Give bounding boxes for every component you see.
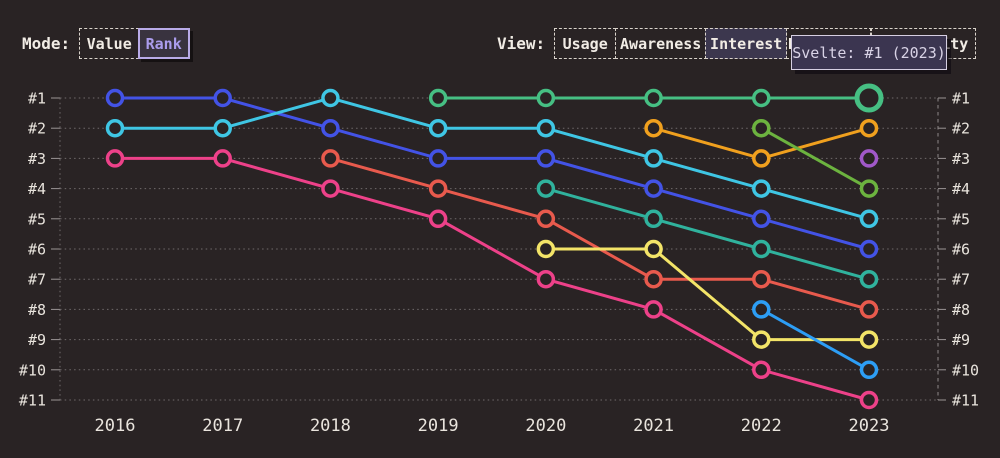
- rank-label-right: #1: [952, 90, 970, 108]
- series-pink-point-2018[interactable]: [321, 179, 340, 198]
- rank-label-right: #3: [952, 150, 970, 168]
- mode-label: Mode:: [22, 34, 71, 53]
- series-orange-point-2022[interactable]: [752, 149, 771, 168]
- rank-label-right: #7: [952, 271, 970, 289]
- rank-label-left: #6: [28, 241, 46, 259]
- rank-label-left: #7: [28, 271, 46, 289]
- view-interest-button[interactable]: Interest: [705, 28, 788, 59]
- chart-tooltip: Svelte: #1 (2023): [791, 35, 947, 70]
- series-cyan-point-2018[interactable]: [321, 88, 340, 108]
- mode-rank-button[interactable]: Rank: [137, 28, 190, 59]
- series-salmon-point-2023[interactable]: [859, 300, 879, 319]
- year-label: 2020: [525, 416, 566, 436]
- series-blue-line: [115, 96, 870, 251]
- rank-label-right: #10: [952, 361, 979, 379]
- rank-label-right: #5: [952, 210, 970, 228]
- series-cyan-point-2016[interactable]: [105, 118, 125, 138]
- series-teal-point-2021[interactable]: [644, 209, 663, 229]
- series-olive-line: [760, 126, 870, 190]
- series-lightblue-point-2022[interactable]: [752, 300, 771, 319]
- rank-label-right: #4: [952, 180, 970, 198]
- series-lightblue-point-2023[interactable]: [859, 360, 879, 380]
- series-blue-point-2018[interactable]: [321, 118, 340, 138]
- series-teal-point-2020[interactable]: [536, 179, 556, 198]
- rank-label-right: #8: [952, 301, 970, 319]
- series-pink-point-2023[interactable]: [859, 390, 879, 410]
- series-olive-point-2022[interactable]: [752, 118, 771, 138]
- rank-label-right: #2: [952, 120, 970, 138]
- series-orange-point-2021[interactable]: [644, 118, 663, 138]
- series-blue-point-2023[interactable]: [859, 239, 879, 259]
- rank-label-left: #9: [28, 331, 46, 349]
- series-salmon-point-2018[interactable]: [321, 149, 340, 168]
- chart-tooltip-text: Svelte: #1 (2023): [792, 43, 946, 62]
- series-blue-point-2021[interactable]: [644, 179, 663, 198]
- year-label: 2017: [202, 416, 243, 436]
- series-orange-point-2023[interactable]: [859, 118, 879, 138]
- series-salmon-point-2019[interactable]: [428, 179, 448, 198]
- series-lightblue-line: [760, 308, 870, 372]
- series-teal-line: [545, 187, 870, 281]
- series-cyan-point-2019[interactable]: [428, 118, 448, 138]
- series-cyan-point-2017[interactable]: [213, 118, 232, 138]
- series-blue-point-2019[interactable]: [428, 149, 448, 168]
- series-purple-point-2023[interactable]: [859, 149, 879, 168]
- series-yellow-point-2020[interactable]: [536, 239, 556, 259]
- series-pink-point-2022[interactable]: [752, 360, 771, 380]
- year-label: 2022: [741, 416, 782, 436]
- rank-label-left: #1: [28, 90, 46, 108]
- year-label: 2021: [633, 416, 674, 436]
- series-teal-point-2023[interactable]: [859, 269, 879, 289]
- series-cyan-point-2023[interactable]: [859, 209, 879, 229]
- rank-label-right: #9: [952, 331, 970, 349]
- series-yellow-point-2022[interactable]: [752, 330, 771, 349]
- svelte-point-2022[interactable]: [752, 88, 771, 108]
- year-label: 2018: [310, 416, 351, 436]
- series-blue-point-2022[interactable]: [752, 209, 771, 229]
- mode-switcher: Mode: Value Rank: [22, 28, 190, 59]
- svelte-point-2019[interactable]: [428, 88, 448, 108]
- year-label: 2016: [95, 416, 136, 436]
- series-olive-point-2023[interactable]: [859, 179, 879, 198]
- rank-label-left: #3: [28, 150, 46, 168]
- series-pink-point-2017[interactable]: [213, 149, 232, 168]
- rank-label-left: #10: [19, 361, 46, 379]
- series-salmon-point-2022[interactable]: [752, 269, 771, 289]
- series-cyan-point-2022[interactable]: [752, 179, 771, 198]
- series-cyan-line: [115, 96, 870, 221]
- series-blue-point-2020[interactable]: [536, 149, 556, 168]
- series-yellow-point-2023[interactable]: [859, 330, 879, 349]
- series-pink-point-2021[interactable]: [644, 300, 663, 319]
- rank-label-left: #2: [28, 120, 46, 138]
- rank-label-left: #8: [28, 301, 46, 319]
- series-pink-line: [115, 156, 870, 402]
- series-blue-point-2017[interactable]: [213, 88, 232, 108]
- rank-label-left: #5: [28, 210, 46, 228]
- series-salmon-point-2021[interactable]: [644, 269, 663, 289]
- year-label: 2023: [849, 416, 890, 436]
- year-label: 2019: [418, 416, 459, 436]
- series-pink-point-2016[interactable]: [105, 149, 125, 168]
- svelte-point-2020[interactable]: [536, 88, 556, 108]
- series-cyan-point-2021[interactable]: [644, 149, 663, 168]
- svelte-point-2021[interactable]: [644, 88, 663, 108]
- rank-label-left: #11: [19, 392, 46, 410]
- svelte-point-2023[interactable]: [854, 83, 884, 113]
- rank-label-right: #6: [952, 241, 970, 259]
- series-teal-point-2022[interactable]: [752, 239, 771, 259]
- series-pink-point-2020[interactable]: [536, 269, 556, 289]
- series-yellow-point-2021[interactable]: [644, 239, 663, 259]
- rank-label-right: #11: [952, 392, 979, 410]
- view-label: View:: [497, 34, 546, 53]
- series-pink-point-2019[interactable]: [428, 209, 448, 229]
- series-cyan-point-2020[interactable]: [536, 118, 556, 138]
- series-salmon-line: [330, 156, 870, 311]
- series-blue-point-2016[interactable]: [105, 88, 125, 108]
- rank-label-left: #4: [28, 180, 46, 198]
- view-usage-button[interactable]: Usage: [554, 28, 617, 59]
- series-salmon-point-2020[interactable]: [536, 209, 556, 229]
